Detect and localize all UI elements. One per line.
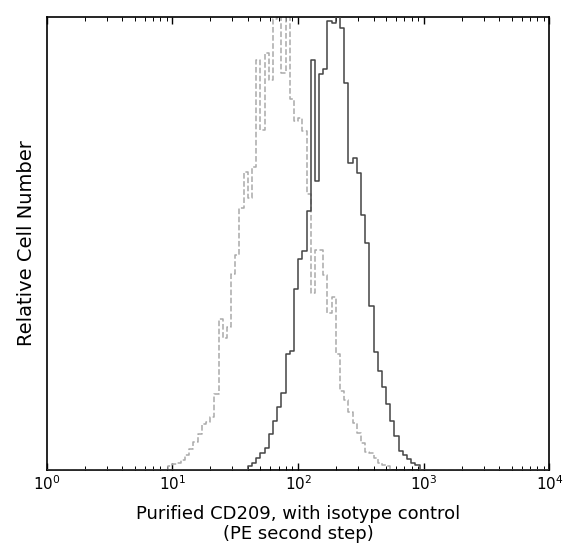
Y-axis label: Relative Cell Number: Relative Cell Number: [17, 141, 35, 346]
X-axis label: Purified CD209, with isotype control
(PE second step): Purified CD209, with isotype control (PE…: [136, 505, 461, 543]
